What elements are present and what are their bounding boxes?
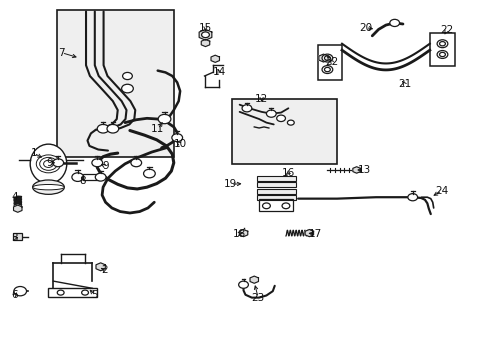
Ellipse shape	[33, 184, 64, 190]
Polygon shape	[318, 54, 327, 62]
Text: 9: 9	[102, 161, 109, 171]
Bar	[256, 189, 295, 194]
Polygon shape	[249, 276, 258, 283]
Circle shape	[171, 134, 182, 141]
Polygon shape	[305, 229, 313, 237]
Text: 2: 2	[101, 265, 107, 275]
Circle shape	[287, 120, 294, 125]
Circle shape	[158, 114, 170, 124]
Bar	[317, 45, 341, 80]
Text: 23: 23	[251, 293, 264, 303]
Ellipse shape	[30, 144, 67, 184]
Polygon shape	[199, 30, 211, 40]
Polygon shape	[239, 229, 247, 237]
Circle shape	[282, 203, 289, 209]
Text: 7: 7	[58, 48, 65, 58]
Bar	[259, 199, 293, 211]
Text: 17: 17	[308, 229, 321, 239]
Text: 21: 21	[397, 79, 410, 89]
Bar	[256, 195, 295, 200]
Ellipse shape	[33, 180, 64, 194]
Circle shape	[57, 290, 64, 295]
Circle shape	[143, 169, 155, 178]
Circle shape	[95, 173, 106, 181]
Text: 24: 24	[434, 186, 447, 196]
Circle shape	[276, 115, 285, 122]
Text: 15: 15	[199, 23, 212, 33]
Circle shape	[92, 159, 102, 167]
Bar	[13, 233, 21, 240]
Circle shape	[324, 56, 330, 60]
Bar	[429, 33, 454, 66]
Circle shape	[72, 173, 83, 181]
Text: 4: 4	[11, 192, 18, 202]
Text: 20: 20	[358, 23, 371, 33]
Text: 5: 5	[91, 290, 98, 300]
Circle shape	[238, 281, 248, 288]
Circle shape	[122, 84, 133, 93]
Circle shape	[407, 194, 417, 201]
Circle shape	[324, 67, 330, 72]
Circle shape	[107, 125, 119, 133]
Circle shape	[439, 52, 445, 57]
Circle shape	[97, 125, 109, 133]
Circle shape	[436, 40, 447, 48]
Bar	[82, 174, 100, 180]
Text: 9: 9	[46, 158, 53, 168]
Text: 8: 8	[79, 176, 86, 186]
Circle shape	[322, 54, 332, 62]
Text: 22: 22	[325, 57, 338, 67]
FancyBboxPatch shape	[232, 99, 336, 164]
Text: 11: 11	[151, 124, 164, 134]
FancyBboxPatch shape	[57, 10, 173, 157]
Text: 10: 10	[173, 139, 186, 149]
Polygon shape	[201, 40, 209, 46]
Text: 1: 1	[30, 148, 37, 158]
Circle shape	[53, 159, 63, 167]
Bar	[256, 176, 295, 181]
Circle shape	[81, 290, 88, 295]
Polygon shape	[14, 205, 22, 212]
Circle shape	[14, 287, 26, 296]
Polygon shape	[96, 263, 105, 271]
Text: 12: 12	[254, 94, 267, 104]
Circle shape	[436, 50, 447, 58]
Text: 13: 13	[357, 165, 370, 175]
Bar	[48, 288, 97, 297]
Text: 19: 19	[224, 179, 237, 189]
Polygon shape	[211, 55, 219, 62]
Text: 22: 22	[439, 25, 452, 35]
Circle shape	[439, 41, 445, 46]
Circle shape	[201, 32, 209, 38]
Text: 16: 16	[281, 168, 294, 178]
Circle shape	[122, 72, 132, 80]
Circle shape	[389, 19, 399, 27]
Text: 6: 6	[11, 291, 18, 301]
Circle shape	[262, 203, 270, 209]
Circle shape	[266, 110, 276, 117]
Circle shape	[242, 105, 251, 112]
Bar	[256, 182, 295, 187]
Text: 14: 14	[212, 67, 225, 77]
Circle shape	[322, 66, 332, 73]
Polygon shape	[352, 167, 360, 173]
Text: 3: 3	[11, 233, 18, 243]
Circle shape	[131, 159, 142, 167]
Text: 18: 18	[232, 229, 246, 239]
